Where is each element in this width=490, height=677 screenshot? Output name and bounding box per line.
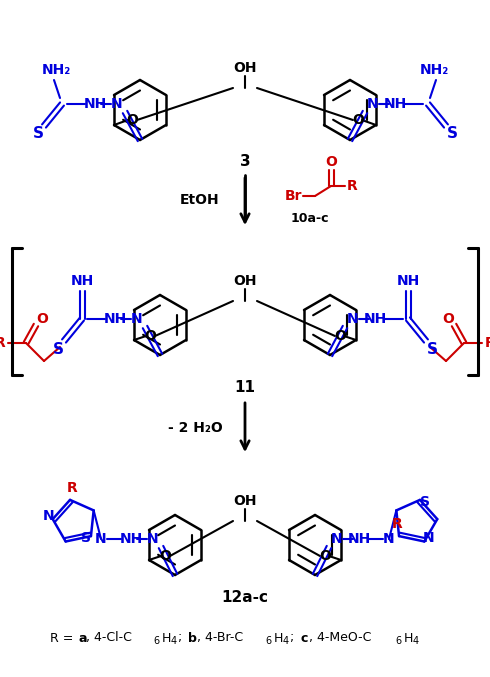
Text: NH: NH <box>103 312 126 326</box>
Text: , 4-MeO-C: , 4-MeO-C <box>309 632 371 645</box>
Text: N: N <box>347 312 359 326</box>
Text: R: R <box>485 336 490 350</box>
Text: - 2 H₂O: - 2 H₂O <box>168 421 222 435</box>
Text: O: O <box>334 329 346 343</box>
Text: S: S <box>426 341 438 357</box>
Text: NH: NH <box>83 97 107 111</box>
Text: OH: OH <box>233 61 257 75</box>
Text: ;: ; <box>178 632 186 645</box>
Text: R: R <box>0 336 5 350</box>
Text: S: S <box>446 127 458 141</box>
Text: H: H <box>274 632 283 645</box>
Text: O: O <box>319 549 331 563</box>
Text: NH₂: NH₂ <box>419 63 449 77</box>
Text: O: O <box>325 155 337 169</box>
Text: 6: 6 <box>265 636 271 646</box>
Text: S: S <box>52 341 64 357</box>
Text: 4: 4 <box>413 636 419 646</box>
Text: NH: NH <box>347 532 370 546</box>
Text: N: N <box>367 97 379 111</box>
Text: NH: NH <box>364 312 387 326</box>
Text: N: N <box>331 532 343 546</box>
Text: H: H <box>162 632 171 645</box>
Text: O: O <box>126 113 138 127</box>
Text: 4: 4 <box>283 636 289 646</box>
Text: O: O <box>352 113 364 127</box>
Text: 4: 4 <box>171 636 177 646</box>
Text: NH: NH <box>71 274 94 288</box>
Text: 6: 6 <box>395 636 401 646</box>
Text: b: b <box>188 632 197 645</box>
Text: R: R <box>392 517 402 531</box>
Text: O: O <box>144 329 156 343</box>
Text: N: N <box>95 532 107 546</box>
Text: 6: 6 <box>153 636 159 646</box>
Text: R =: R = <box>50 632 77 645</box>
Text: EtOH: EtOH <box>180 193 220 207</box>
Text: 11: 11 <box>235 380 255 395</box>
Text: 12a-c: 12a-c <box>221 590 269 605</box>
Text: N: N <box>131 312 143 326</box>
Text: , 4-Cl-C: , 4-Cl-C <box>86 632 132 645</box>
Text: S: S <box>81 531 91 545</box>
Text: N: N <box>111 97 123 111</box>
Text: O: O <box>442 312 454 326</box>
Text: N: N <box>383 532 395 546</box>
Text: S: S <box>420 495 430 509</box>
Text: NH₂: NH₂ <box>41 63 71 77</box>
Text: ;: ; <box>290 632 298 645</box>
Text: S: S <box>32 127 44 141</box>
Text: N: N <box>422 531 434 546</box>
Text: NH: NH <box>396 274 419 288</box>
Text: Br: Br <box>284 189 302 203</box>
Text: R: R <box>67 481 77 495</box>
Text: N: N <box>147 532 159 546</box>
Text: R: R <box>346 179 357 193</box>
Text: H: H <box>404 632 414 645</box>
Text: O: O <box>159 549 171 563</box>
Text: OH: OH <box>233 274 257 288</box>
Text: N: N <box>43 509 54 523</box>
Text: OH: OH <box>233 494 257 508</box>
Text: 3: 3 <box>240 154 250 169</box>
Text: NH: NH <box>120 532 143 546</box>
Text: NH: NH <box>383 97 407 111</box>
Text: c: c <box>300 632 307 645</box>
Text: 10a-c: 10a-c <box>291 211 329 225</box>
Text: , 4-Br-C: , 4-Br-C <box>197 632 243 645</box>
Text: a: a <box>78 632 87 645</box>
Text: O: O <box>36 312 48 326</box>
